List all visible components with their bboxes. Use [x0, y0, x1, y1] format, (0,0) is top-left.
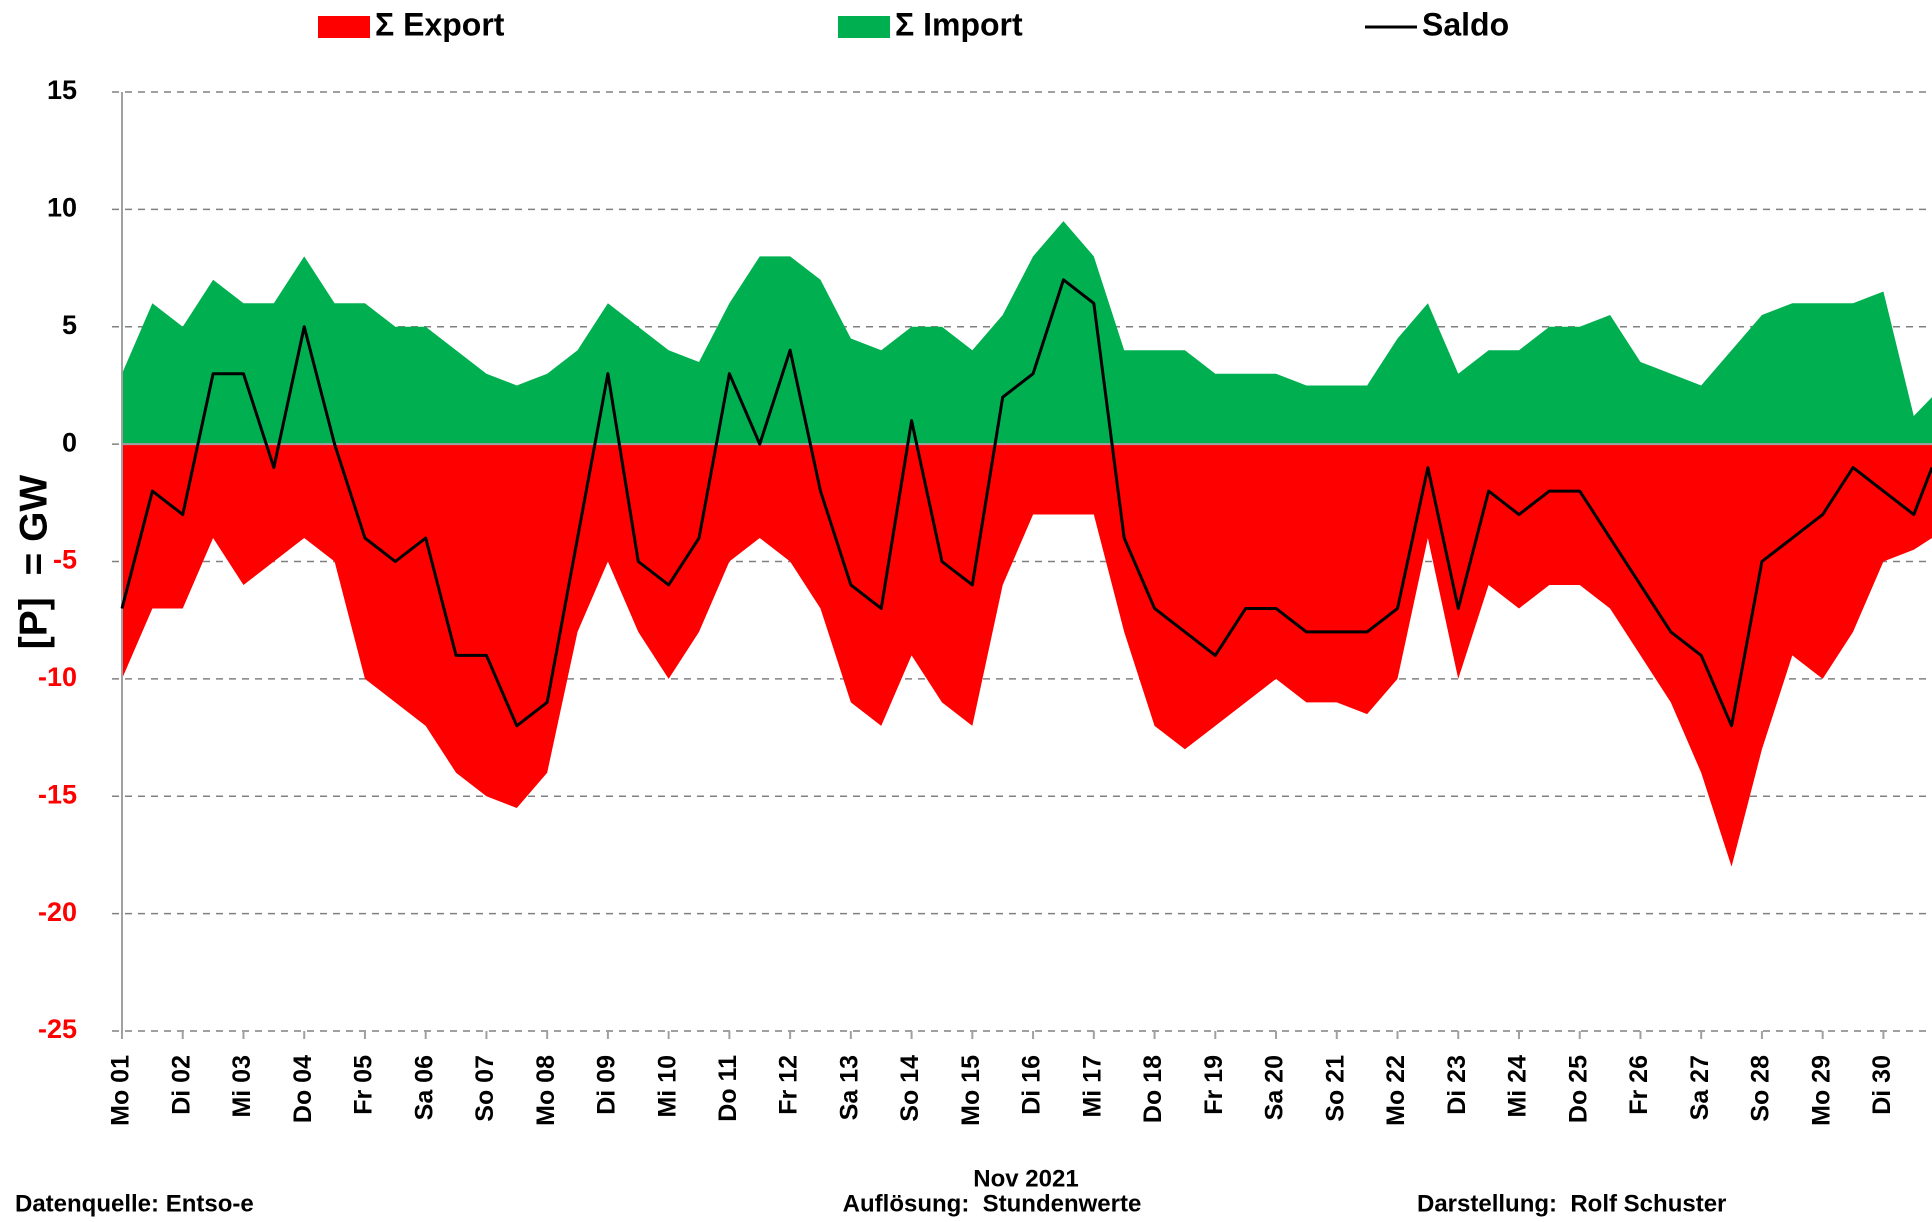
resolution-note: Auflösung: Stundenwerte [843, 1190, 1142, 1217]
x-tick-label: Mo 08 [532, 1055, 560, 1126]
x-tick-label: Mo 29 [1807, 1055, 1835, 1126]
x-tick-label: Fr 12 [775, 1055, 803, 1115]
x-tick-label: Do 25 [1564, 1055, 1592, 1123]
x-tick-label: Sa 13 [835, 1055, 863, 1120]
x-tick-label: Do 11 [714, 1055, 742, 1122]
x-tick-label: Mo 15 [957, 1055, 985, 1126]
x-tick-label: So 28 [1747, 1055, 1775, 1122]
x-tick-label: Di 23 [1443, 1055, 1471, 1115]
legend-swatch [318, 16, 370, 38]
x-tick-label: Sa 27 [1686, 1055, 1714, 1120]
x-tick-label: Mi 10 [653, 1055, 681, 1118]
x-tick-label: So 21 [1321, 1055, 1349, 1122]
x-tick-label: Sa 06 [410, 1055, 438, 1120]
area [122, 444, 1932, 867]
x-tick-label: Di 16 [1018, 1055, 1046, 1115]
y-tick-label: 5 [62, 310, 77, 340]
x-tick-label: Fr 19 [1200, 1055, 1228, 1115]
x-tick-label: Mi 24 [1504, 1055, 1532, 1118]
x-tick-label: Sa 20 [1261, 1055, 1289, 1120]
y-axis-label: [P] = GW [12, 475, 55, 650]
y-tick-label: 10 [47, 193, 77, 223]
x-tick-label: Fr 05 [350, 1055, 378, 1115]
y-tick-label: -25 [38, 1014, 77, 1044]
x-tick-label: Di 09 [593, 1055, 621, 1115]
legend-label: Σ Import [895, 6, 1023, 42]
x-tick-label: Mo 22 [1382, 1055, 1410, 1126]
legend-label: Saldo [1422, 6, 1509, 42]
y-tick-label: -10 [38, 662, 77, 692]
x-tick-label: Do 04 [289, 1055, 317, 1123]
source-note: Datenquelle: Entso-e [15, 1190, 254, 1217]
x-tick-label: Di 02 [167, 1055, 195, 1115]
y-tick-label: -20 [38, 897, 77, 927]
x-axis-label: Nov 2021 [973, 1165, 1078, 1192]
y-tick-label: 15 [47, 75, 77, 105]
x-tick-label: Mo 01 [107, 1055, 135, 1126]
x-tick-label: Fr 26 [1625, 1055, 1653, 1115]
area [122, 221, 1932, 445]
y-tick-label: 0 [62, 427, 77, 457]
x-tick-label: So 14 [896, 1055, 924, 1122]
y-tick-label: -5 [53, 545, 77, 575]
author-note: Darstellung: Rolf Schuster [1417, 1190, 1726, 1217]
legend-label: Σ Export [375, 6, 505, 42]
y-tick-label: -15 [38, 779, 77, 809]
line [120, 278, 1932, 728]
x-tick-label: Di 30 [1868, 1055, 1896, 1115]
x-tick-label: So 07 [471, 1055, 499, 1122]
x-tick-label: Do 18 [1139, 1055, 1167, 1123]
legend-swatch [838, 16, 890, 38]
x-tick-label: Mi 03 [228, 1055, 256, 1118]
x-tick-label: Mi 17 [1078, 1055, 1106, 1118]
